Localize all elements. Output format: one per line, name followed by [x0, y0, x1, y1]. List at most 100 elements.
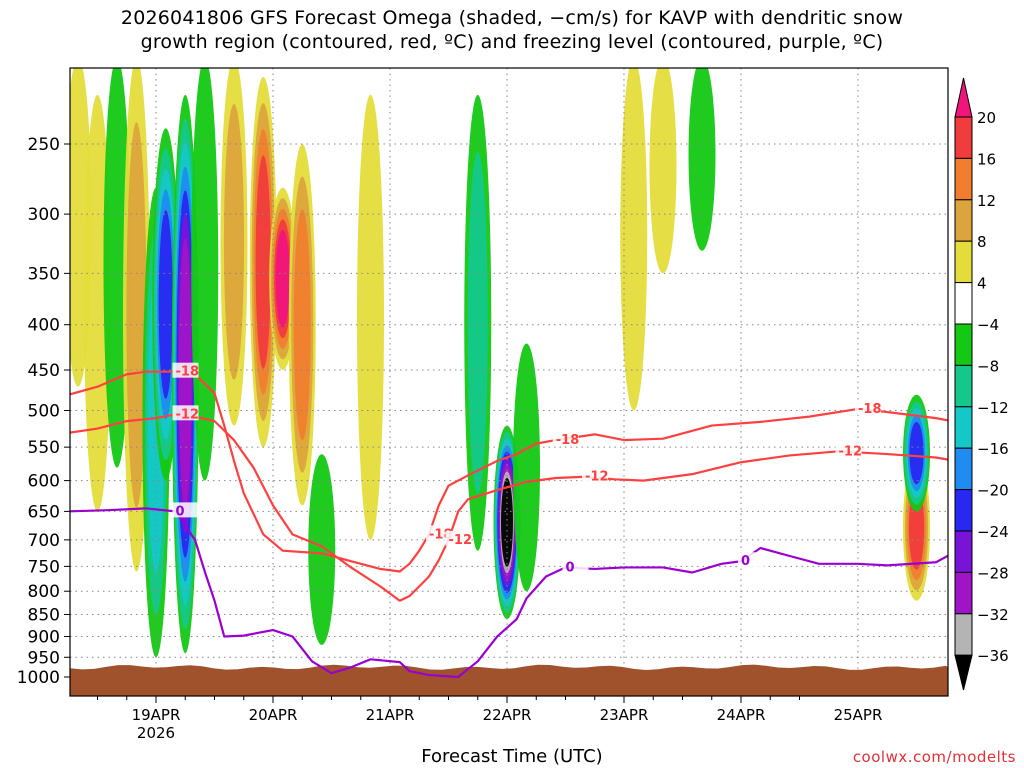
- y-tick-label: 300: [28, 205, 60, 225]
- colorbar-bin: [954, 199, 973, 242]
- colorbar-label: −20: [977, 482, 1009, 500]
- y-tick-label: 800: [28, 582, 60, 602]
- x-axis-title: Forecast Time (UTC): [421, 746, 603, 767]
- colorbar-label: −16: [977, 440, 1009, 458]
- y-tick-label: 1000: [17, 668, 60, 688]
- omega-cell: [308, 454, 336, 645]
- contour-label: 0: [566, 560, 575, 575]
- contour-label: -12: [585, 470, 609, 485]
- colorbar-bin: [954, 613, 973, 656]
- colorbar-bin: [954, 447, 973, 491]
- omega-streak: [357, 94, 384, 540]
- y-tick-label: 550: [28, 438, 60, 458]
- colorbar-bin: [954, 157, 973, 201]
- omega-cell: [158, 210, 173, 399]
- y-tick-label: 600: [28, 472, 60, 492]
- y-tick-label: 750: [28, 557, 60, 577]
- contour-label: -18: [176, 365, 200, 380]
- contour-line-m12: [70, 413, 948, 602]
- omega-streak: [688, 68, 716, 251]
- contour-label-bg: [582, 467, 608, 483]
- contour-label-bg: [835, 442, 862, 458]
- omega-streak: [464, 94, 492, 551]
- omega-streak: [249, 76, 277, 448]
- x-tick-label: 24APR: [717, 706, 766, 724]
- colorbar-bin: [954, 116, 973, 159]
- omega-cell: [501, 477, 513, 567]
- contour-line-m18: [70, 370, 948, 573]
- colorbar-bin: [954, 282, 973, 325]
- source-credit: coolwx.com/modelts: [852, 748, 1016, 766]
- y-tick-label: 700: [28, 531, 60, 551]
- colorbar-label: 20: [977, 109, 996, 127]
- y-tick-label: 250: [28, 135, 60, 155]
- colorbar-label: −28: [977, 564, 1009, 582]
- omega-cell: [909, 421, 924, 485]
- colorbar-bottom-arrow: [954, 654, 973, 691]
- y-tick-label: 950: [28, 648, 60, 668]
- omega-cell: [649, 68, 677, 274]
- contour-label: -12: [176, 407, 200, 422]
- omega-cell: [467, 151, 488, 494]
- title-line-2: growth region (contoured, red, ºC) and f…: [140, 31, 884, 53]
- y-tick-label: 850: [28, 606, 60, 626]
- omega-cell: [126, 122, 147, 508]
- y-tick-label: 450: [28, 361, 60, 381]
- contour-label-bg: [562, 558, 589, 574]
- contour-line-0: [70, 507, 948, 679]
- colorbar-top-arrow: [954, 77, 973, 118]
- contour-label: 0: [176, 504, 185, 519]
- omega-cell: [357, 94, 384, 540]
- x-tick-label: 22APR: [483, 706, 532, 724]
- y-tick-label: 500: [28, 402, 60, 422]
- contour-label-bg: [738, 552, 764, 568]
- omega-cell: [223, 104, 245, 380]
- colorbar-bin: [954, 240, 973, 284]
- colorbar-bin: [954, 530, 973, 573]
- omega-cell: [275, 229, 290, 328]
- omega-cell: [255, 155, 271, 369]
- y-axis: 2503003504004505005506006507007508008509…: [17, 135, 70, 688]
- omega-shading: [70, 68, 930, 658]
- contour-label-bg: [172, 405, 199, 421]
- x-tick-label: 20APR: [249, 706, 298, 724]
- y-tick-label: 900: [28, 627, 60, 647]
- y-tick-label: 650: [28, 502, 60, 522]
- colorbar-label: −8: [977, 357, 999, 375]
- contour-label: -12: [449, 533, 473, 548]
- colorbar-label: −4: [977, 316, 999, 334]
- omega-streak: [220, 68, 248, 426]
- contour-label-bg: [855, 399, 881, 415]
- x-tick-sublabel: 2026: [137, 724, 175, 742]
- contour-label-bg: [445, 530, 472, 546]
- colorbar-bin: [954, 406, 973, 449]
- contour-label: 0: [741, 554, 750, 569]
- contour-label: -18: [556, 433, 580, 448]
- grid-lines: [70, 68, 948, 696]
- colorbar-label: 16: [977, 150, 996, 168]
- contour-label: -18: [858, 402, 882, 417]
- y-tick-label: 400: [28, 316, 60, 336]
- colorbar-bin: [954, 489, 973, 532]
- contour-label-bg: [172, 502, 199, 518]
- colorbar-label: 12: [977, 192, 996, 210]
- x-tick-label: 19APR: [132, 706, 181, 724]
- title-line-1: 2026041806 GFS Forecast Omega (shaded, −…: [120, 7, 904, 29]
- ground-surface: [70, 664, 948, 696]
- omega-streak: [649, 68, 677, 274]
- colorbar-label: 8: [977, 233, 987, 251]
- contour-label-bg: [172, 362, 199, 378]
- y-tick-label: 350: [28, 264, 60, 284]
- colorbar-label: −12: [977, 399, 1009, 417]
- omega-streak: [308, 454, 336, 645]
- ground-fill: [70, 664, 948, 696]
- omega-cell: [688, 68, 716, 251]
- omega-streak: [620, 68, 648, 411]
- omega-streak: [903, 394, 930, 512]
- colorbar-label: −32: [977, 606, 1009, 624]
- chart-title: 2026041806 GFS Forecast Omega (shaded, −…: [0, 6, 1024, 54]
- contour-label: -12: [839, 444, 863, 459]
